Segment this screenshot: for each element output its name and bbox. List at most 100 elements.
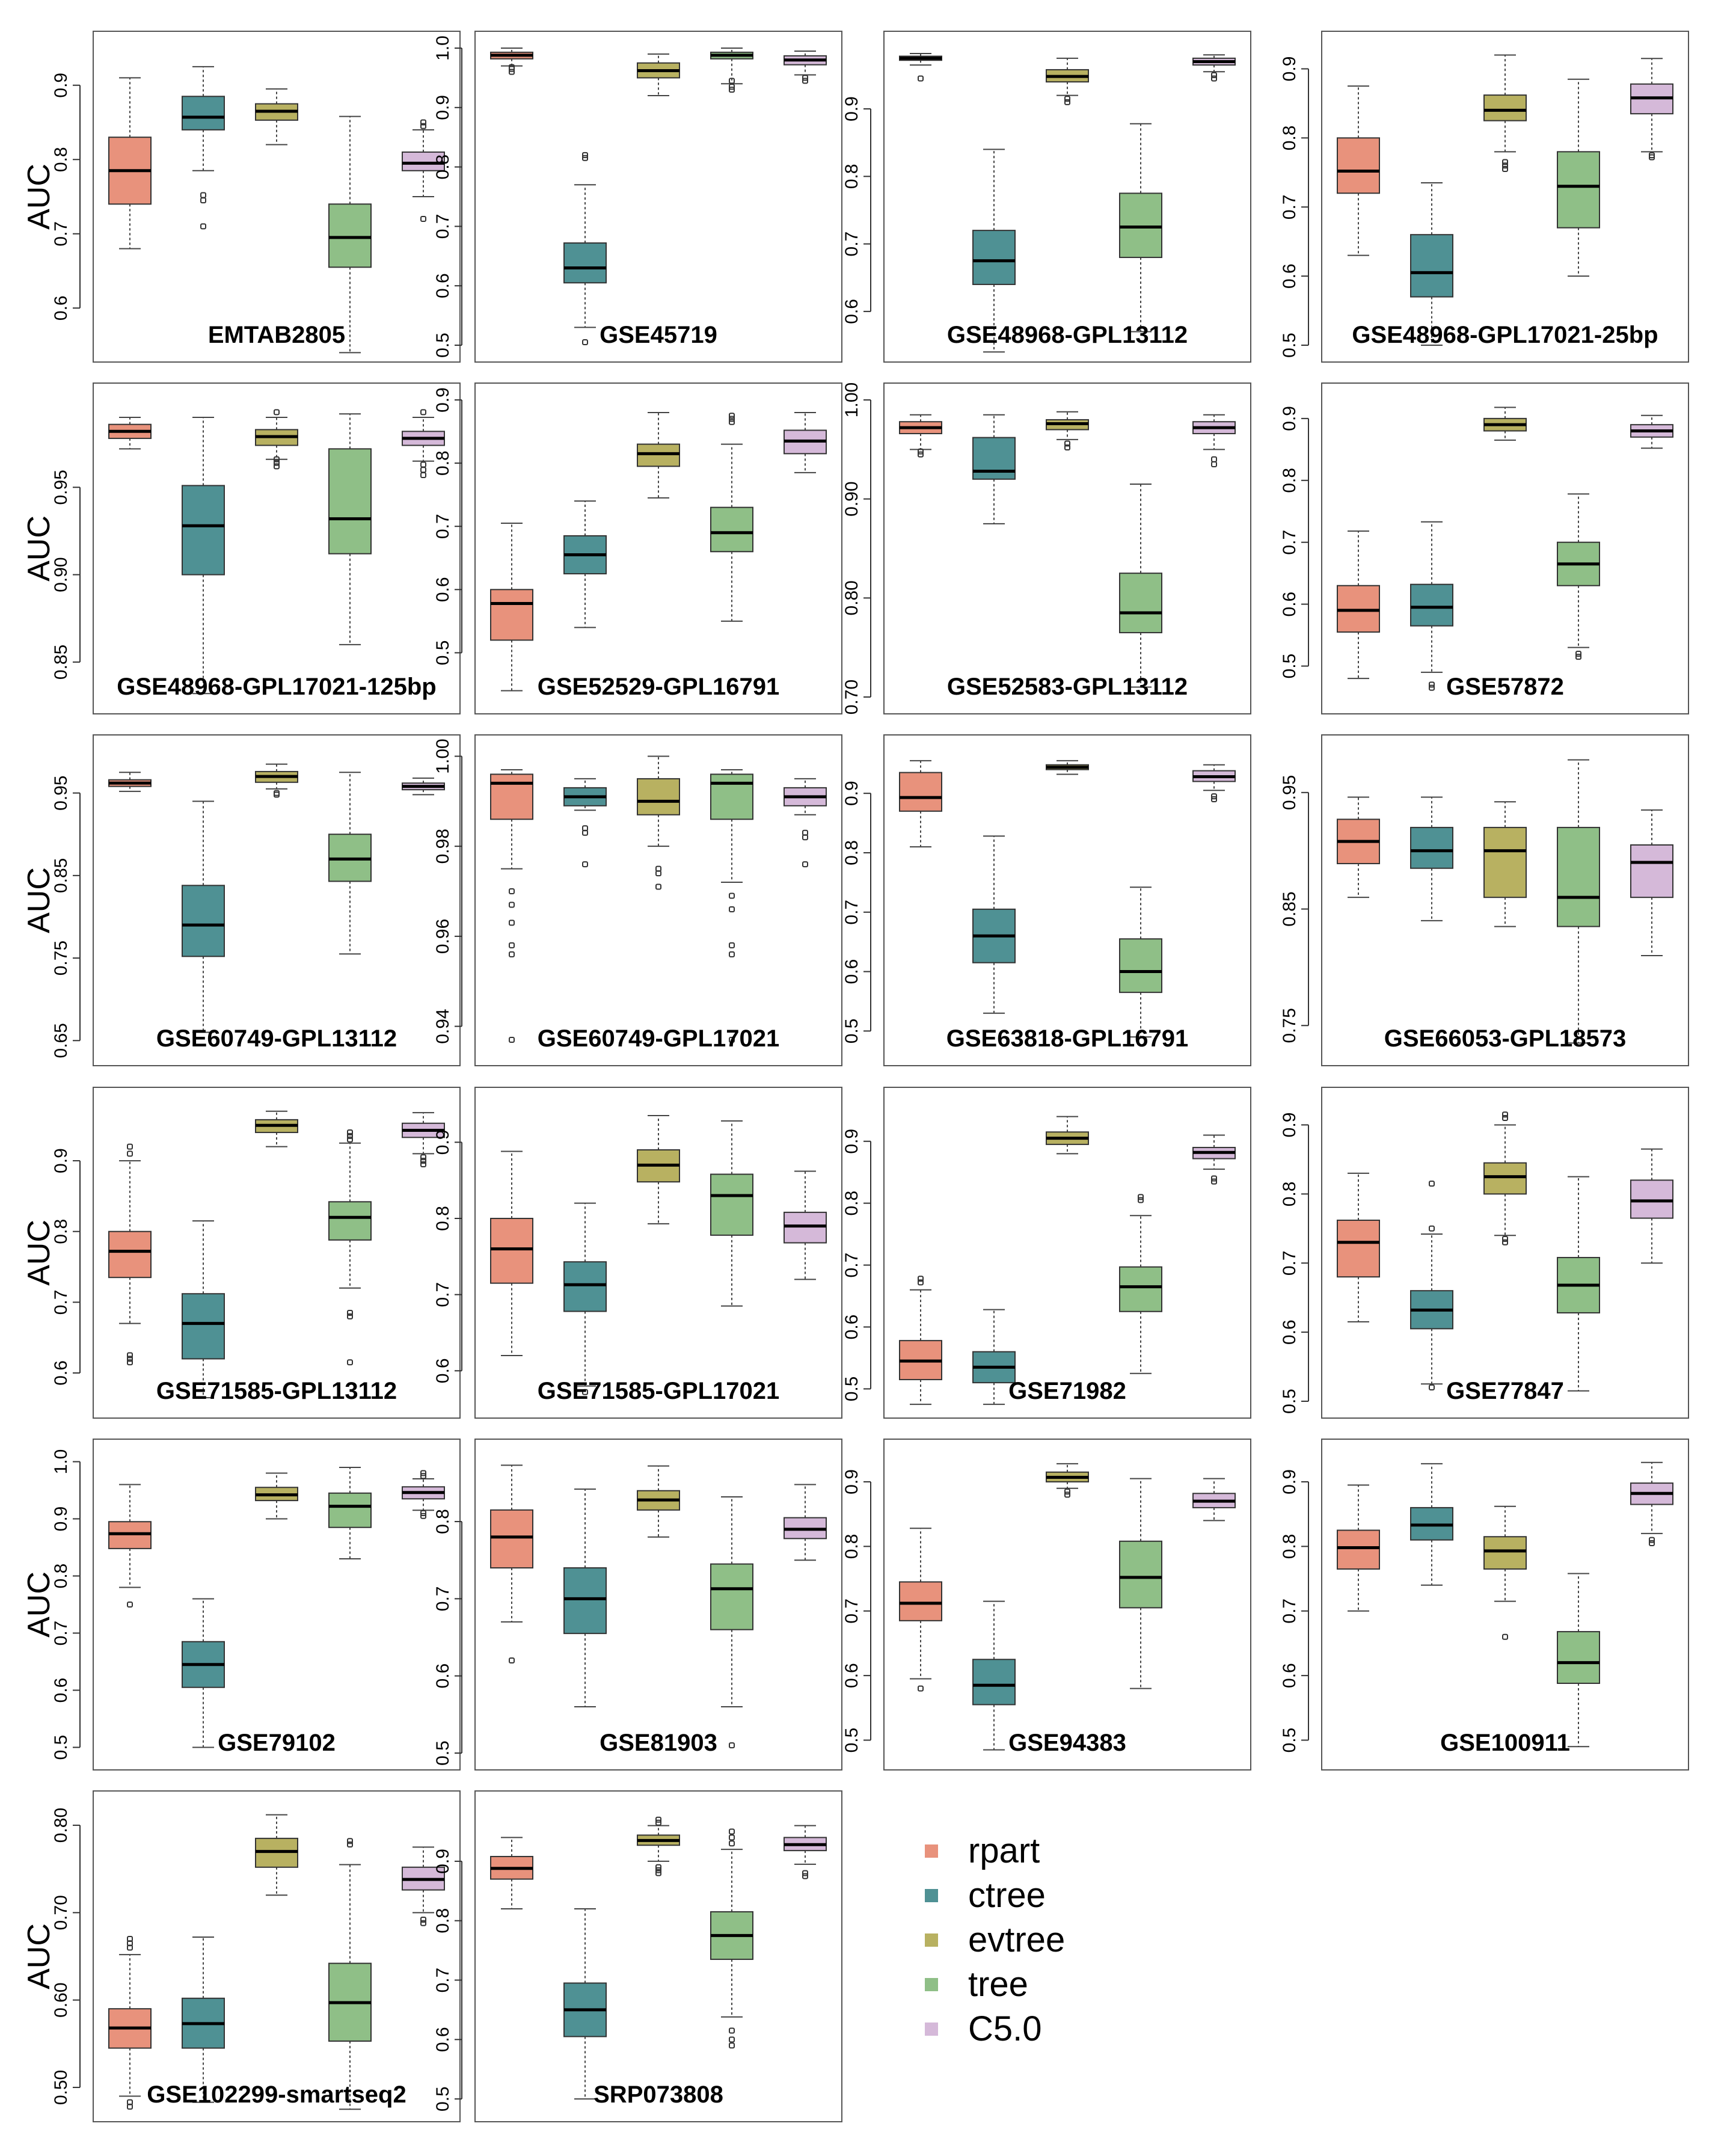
panel-title: SRP073808 — [593, 2081, 723, 2108]
y-tick-label: 0.9 — [433, 95, 453, 120]
y-tick-label: 0.95 — [51, 775, 71, 810]
panel-frame — [1321, 1439, 1689, 1771]
outlier-point — [347, 1359, 353, 1366]
legend-label-c50: C5.0 — [968, 2009, 1042, 2048]
box-iqr — [899, 772, 942, 812]
panel-title: GSE81903 — [600, 1730, 717, 1756]
box-rpart — [108, 1143, 152, 1366]
outlier-point — [1502, 1239, 1508, 1245]
panel-title: GSE71982 — [1008, 1378, 1126, 1404]
panel-frame — [93, 1790, 461, 2122]
outlier-point — [729, 906, 735, 912]
outlier-point — [655, 1864, 661, 1870]
outlier-point — [347, 1129, 353, 1136]
box-tree — [328, 1467, 372, 1559]
y-tick-label: 0.7 — [51, 1621, 71, 1646]
y-tick-label: 0.8 — [1280, 125, 1299, 150]
box-rpart — [108, 1935, 152, 2110]
box-c50 — [784, 50, 827, 84]
box-c50 — [784, 1484, 827, 1561]
panel-frame — [883, 1439, 1251, 1771]
y-tick-label: 0.80 — [842, 580, 862, 615]
y-tick-label: 0.75 — [51, 941, 71, 975]
box-c50 — [1630, 58, 1673, 161]
box-iqr — [1557, 151, 1600, 229]
outlier-point — [420, 216, 426, 223]
panel-18: 0.5 0.6 0.7 0.8 GSE81903 — [433, 1439, 842, 1771]
panel-title: GSE71585-GPL17021 — [538, 1378, 779, 1404]
box-iqr — [1410, 826, 1453, 869]
y-tick-label: 0.7 — [1280, 1599, 1299, 1624]
outlier-point — [1649, 152, 1655, 159]
box-iqr — [972, 230, 1016, 285]
box-tree — [710, 1828, 753, 2049]
box-ctree — [563, 152, 607, 346]
outlier-point — [274, 409, 280, 416]
outlier-point — [420, 1470, 426, 1476]
y-tick-label: 0.8 — [842, 1534, 862, 1559]
box-tree — [328, 413, 372, 645]
y-tick-label: 0.96 — [433, 919, 453, 954]
box-iqr — [182, 96, 225, 131]
y-tick-label: 0.9 — [51, 1148, 71, 1173]
panel-title: GSE52583-GPL13112 — [947, 674, 1188, 700]
box-rpart — [1337, 796, 1380, 898]
y-tick-label: 0.6 — [842, 1315, 862, 1340]
outlier-point — [347, 1132, 353, 1139]
box-c50 — [402, 409, 445, 478]
box-rpart — [108, 77, 152, 250]
y-tick-label: 0.6 — [433, 1358, 453, 1383]
outlier-point — [1502, 159, 1508, 165]
box-tree — [1119, 1478, 1162, 1689]
outlier-point — [918, 448, 924, 455]
y-tick-label: 1.00 — [433, 739, 453, 773]
outlier-point — [127, 1356, 133, 1362]
box-ctree — [182, 800, 225, 1033]
outlier-point — [1429, 684, 1435, 691]
box-iqr — [784, 1211, 827, 1244]
panel-17: 0.5 0.6 0.7 0.8 0.9 1.0 GSE79102 AUC — [22, 1439, 461, 1771]
outlier-point — [655, 1867, 661, 1873]
outlier-point — [729, 1828, 735, 1835]
y-axis-label: AUC — [22, 515, 57, 582]
y-tick-label: 0.8 — [1280, 1534, 1299, 1559]
box-c50 — [784, 778, 827, 868]
box-iqr — [1557, 1631, 1600, 1685]
legend-label-tree: tree — [968, 1965, 1028, 2004]
outlier-point — [347, 1841, 353, 1848]
outlier-point — [127, 1150, 133, 1157]
panel-19: 0.5 0.6 0.7 0.8 0.9 GSE94383 — [842, 1439, 1251, 1771]
outlier-point — [1064, 1488, 1070, 1495]
box-c50 — [1192, 1134, 1236, 1185]
box-ctree — [972, 414, 1016, 524]
outlier-point — [1502, 1111, 1508, 1118]
box-rpart — [899, 52, 942, 82]
outlier-point — [582, 155, 588, 161]
y-tick-label: 0.9 — [842, 1469, 862, 1494]
box-iqr — [710, 1173, 753, 1236]
outlier-point — [274, 459, 280, 466]
y-tick-label: 0.7 — [1280, 1250, 1299, 1276]
box-iqr — [182, 1293, 225, 1360]
y-tick-label: 0.8 — [842, 840, 862, 865]
outlier-point — [509, 1657, 515, 1664]
y-tick-label: 0.8 — [51, 1564, 71, 1589]
box-c50 — [402, 1846, 445, 1926]
y-tick-label: 0.6 — [433, 1663, 453, 1689]
outlier-point — [1211, 461, 1217, 468]
box-rpart — [899, 760, 942, 848]
panel-title: GSE71585-GPL13112 — [156, 1378, 397, 1404]
outlier-point — [274, 463, 280, 470]
y-tick-label: 1.0 — [51, 1449, 71, 1475]
panel-2: 0.5 0.6 0.7 0.8 0.9 1.0 GSE45719 — [433, 31, 842, 363]
box-ctree — [563, 778, 607, 868]
outlier-point — [509, 951, 515, 957]
box-iqr — [1630, 1179, 1673, 1219]
outlier-point — [802, 75, 808, 81]
legend-label-rpart: rpart — [968, 1831, 1040, 1870]
y-tick-label: 0.95 — [1280, 775, 1299, 810]
panel-title: GSE57872 — [1446, 674, 1564, 700]
box-c50 — [402, 119, 445, 223]
box-rpart — [899, 1276, 942, 1405]
